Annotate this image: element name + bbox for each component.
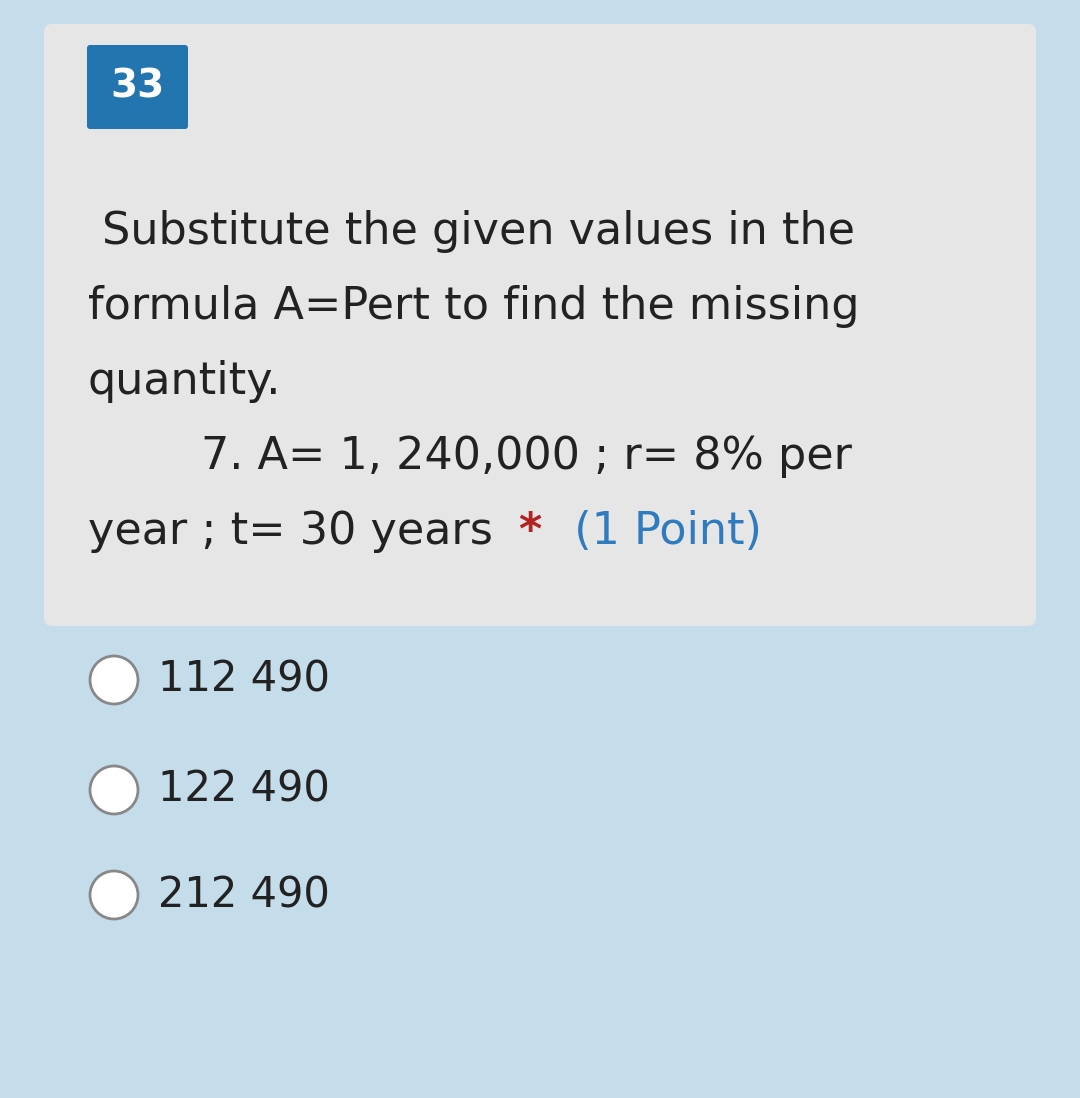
FancyBboxPatch shape	[44, 24, 1036, 626]
Text: 212 490: 212 490	[158, 874, 329, 916]
Text: quantity.: quantity.	[87, 360, 282, 403]
Text: formula A=Pert to find the missing: formula A=Pert to find the missing	[87, 285, 860, 328]
Text: *: *	[518, 509, 541, 553]
Circle shape	[90, 656, 138, 704]
Text: 122 490: 122 490	[158, 769, 329, 811]
Text: Substitute the given values in the: Substitute the given values in the	[87, 210, 855, 253]
Text: 7. A= 1, 240,000 ; r= 8% per: 7. A= 1, 240,000 ; r= 8% per	[87, 435, 852, 478]
Text: year ; t= 30 years: year ; t= 30 years	[87, 509, 507, 553]
Circle shape	[90, 766, 138, 814]
Text: 33: 33	[110, 68, 164, 107]
Text: (1 Point): (1 Point)	[546, 509, 761, 553]
Circle shape	[90, 871, 138, 919]
FancyBboxPatch shape	[87, 45, 188, 128]
Text: 112 490: 112 490	[158, 659, 330, 701]
